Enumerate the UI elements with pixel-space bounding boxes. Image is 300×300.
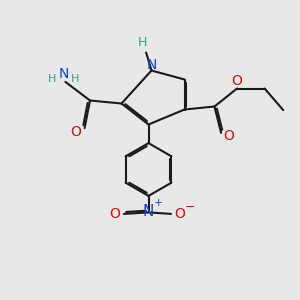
Text: O: O — [110, 207, 120, 221]
Text: N: N — [142, 204, 154, 219]
Text: O: O — [232, 74, 242, 88]
Text: O: O — [223, 129, 234, 143]
Text: O: O — [175, 207, 185, 221]
Text: +: + — [153, 198, 163, 208]
Text: N: N — [147, 58, 157, 72]
Text: O: O — [70, 125, 81, 139]
Text: H: H — [71, 74, 79, 84]
Text: H: H — [48, 74, 56, 84]
Text: H: H — [138, 36, 147, 49]
Text: −: − — [184, 201, 195, 214]
Text: N: N — [59, 68, 69, 81]
